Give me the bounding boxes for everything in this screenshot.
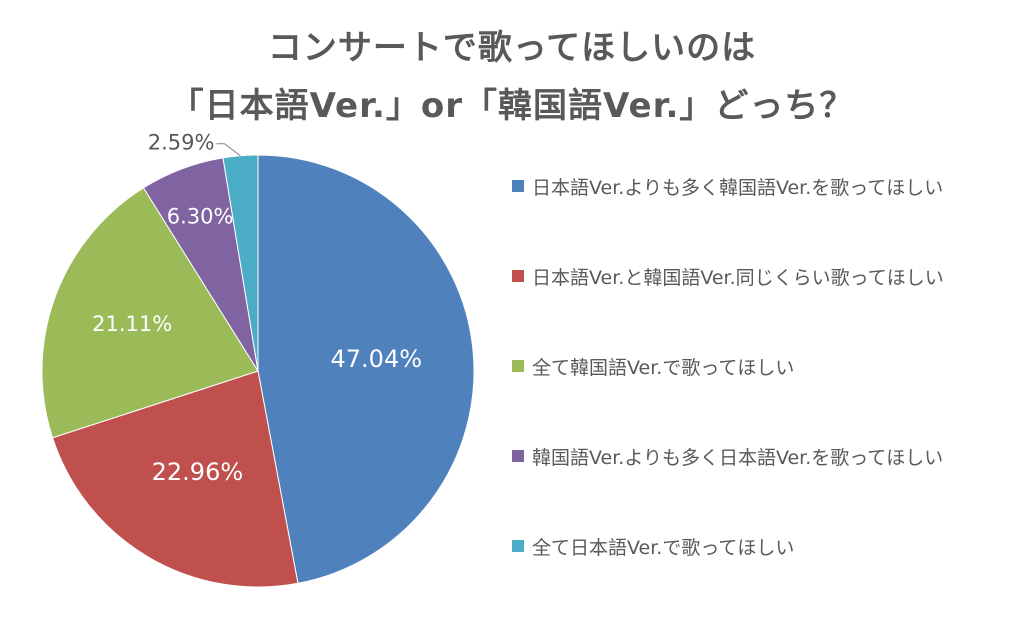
legend-label-1: 日本語Ver.よりも多く韓国語Ver.を歌ってほしい [532, 176, 944, 199]
data-label-5: 2.59% [148, 131, 215, 155]
legend-item-4: 韓国語Ver.よりも多く日本語Ver.を歌ってほしい [512, 436, 943, 476]
pie-slice-2 [51, 370, 299, 588]
legend-swatch-1 [512, 180, 524, 192]
chart-title-line-1: コンサートで歌ってほしいのは [267, 28, 757, 68]
pie-slice-3 [41, 187, 259, 439]
legend-label-3: 全て韓国語Ver.で歌ってほしい [532, 356, 795, 379]
legend-label-2: 日本語Ver.と韓国語Ver.同じくらい歌ってほしい [532, 266, 944, 289]
legend-swatch-3 [512, 360, 524, 372]
data-label-1: 47.04% [331, 345, 423, 373]
legend-label-5: 全て日本語Ver.で歌ってほしい [532, 536, 795, 559]
leader-line-5 [216, 143, 241, 157]
legend-item-2: 日本語Ver.と韓国語Ver.同じくらい歌ってほしい [512, 256, 944, 296]
legend-item-3: 全て韓国語Ver.で歌ってほしい [512, 346, 794, 386]
legend-swatch-5 [512, 540, 524, 552]
legend-swatch-4 [512, 450, 524, 462]
legend-item-1: 日本語Ver.よりも多く韓国語Ver.を歌ってほしい [512, 166, 943, 206]
data-label-4: 6.30% [167, 204, 234, 228]
pie-slice-1 [257, 154, 475, 584]
legend-swatch-2 [512, 270, 524, 282]
chart-title-line-2: 「日本語Ver.」or「韓国語Ver.」どっち？ [169, 86, 855, 126]
legend-label-4: 韓国語Ver.よりも多く日本語Ver.を歌ってほしい [532, 446, 944, 469]
data-label-2: 22.96% [152, 458, 244, 486]
legend-item-5: 全て日本語Ver.で歌ってほしい [512, 526, 794, 566]
data-label-3: 21.11% [92, 312, 172, 336]
